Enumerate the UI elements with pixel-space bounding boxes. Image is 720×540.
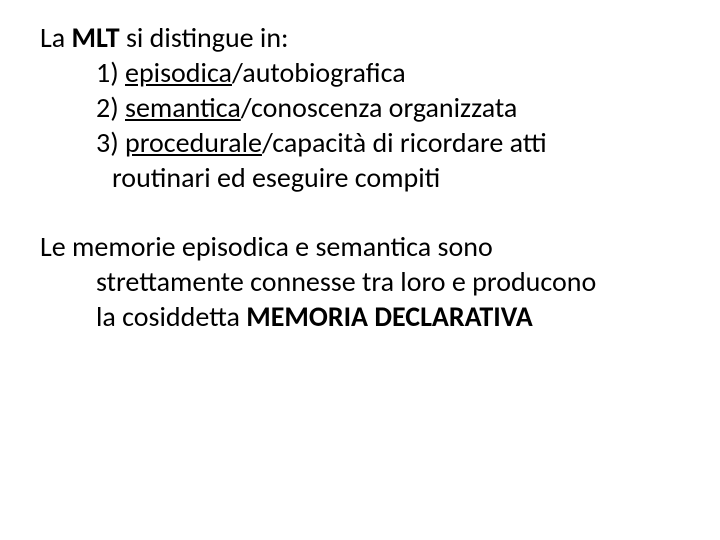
list-item-1: 1) episodica/autobiografica xyxy=(40,55,670,90)
para2-line1: Le memorie episodica e semantica sono xyxy=(40,229,670,264)
intro-line: La MLT si distingue in: xyxy=(40,20,670,55)
intro-mlt: MLT xyxy=(72,20,120,55)
item3-rest: /capacità di ricordare atti xyxy=(262,125,547,160)
intro-post: si distingue in: xyxy=(120,20,289,55)
para2-line3: la cosiddetta MEMORIA DECLARATIVA xyxy=(40,299,670,334)
item2-key: semantica xyxy=(125,90,241,125)
list-item-2: 2) semantica/conoscenza organizzata xyxy=(40,90,670,125)
item2-rest: /conoscenza organizzata xyxy=(241,90,518,125)
para2-l3-bold: MEMORIA DECLARATIVA xyxy=(246,299,533,334)
paragraph-gap xyxy=(40,195,670,229)
para2-l2: strettamente connesse tra loro e produco… xyxy=(96,264,596,299)
item1-number: 1) xyxy=(96,55,125,90)
item3-continuation: routinari ed eseguire compiti xyxy=(112,160,440,195)
item3-number: 3) xyxy=(96,125,125,160)
para2-l3-pre: la cosiddetta xyxy=(96,299,246,334)
intro-pre: La xyxy=(40,20,72,55)
list-item-3-cont: routinari ed eseguire compiti xyxy=(40,160,670,195)
item2-number: 2) xyxy=(96,90,125,125)
para2-l1: Le memorie episodica e semantica sono xyxy=(40,229,493,264)
item1-rest: /autobiografica xyxy=(232,55,406,90)
item1-key: episodica xyxy=(125,55,232,90)
item3-key: procedurale xyxy=(125,125,262,160)
list-item-3: 3) procedurale/capacità di ricordare att… xyxy=(40,125,670,160)
para2-line2: strettamente connesse tra loro e produco… xyxy=(40,264,670,299)
slide: La MLT si distingue in: 1) episodica/aut… xyxy=(0,0,720,540)
